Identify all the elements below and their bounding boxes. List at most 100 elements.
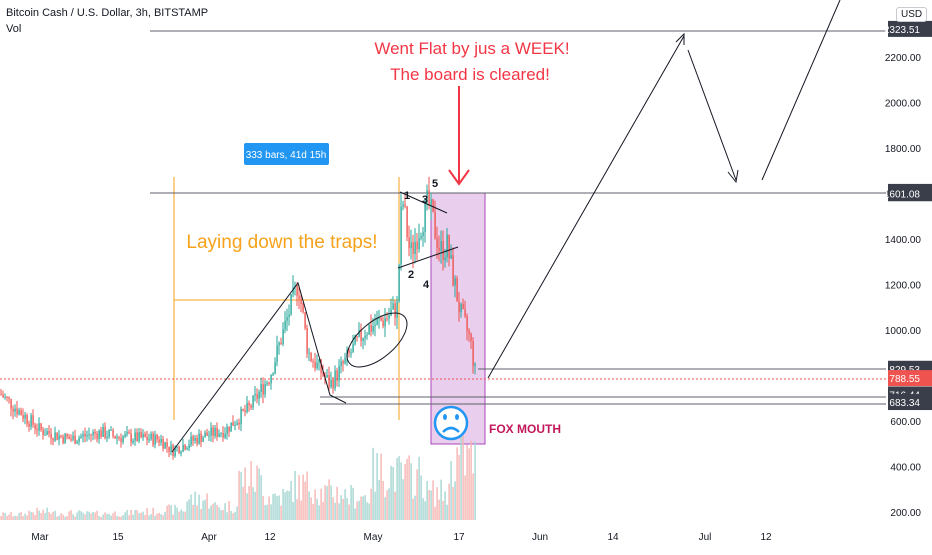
volume-bar [38,510,40,520]
candle-body [202,437,204,442]
candle-body [446,234,448,258]
candle-body [132,440,134,443]
time-tick-label: 14 [607,532,619,543]
volume-bar [82,512,84,520]
volume-bar [224,503,226,520]
candle-body [130,433,132,443]
candle-body [2,394,4,398]
volume-bar [30,511,32,520]
volume-bar [178,511,180,520]
volume-bar [58,515,60,520]
volume-bar [104,512,106,520]
volume-bar [256,465,258,520]
candle-body [84,434,86,437]
candle-body [240,408,242,425]
volume-bar [12,516,14,520]
candle-body [236,422,238,425]
candle-body [298,295,300,299]
volume-bar [428,490,430,520]
volume-bar [474,441,476,520]
price-axis-bg [886,0,932,550]
volume-bar [238,470,240,520]
candle-body [268,382,270,384]
symbol-title[interactable]: Bitcoin Cash / U.S. Dollar, 3h, BITSTAMP [6,7,209,19]
candle-body [28,423,30,427]
volume-bar [338,503,340,520]
volume-bar [302,474,304,520]
time-tick-label: 12 [760,532,772,543]
volume-bar [444,491,446,520]
volume-bar [406,458,408,520]
volume-bar [352,487,354,520]
candle-body [48,431,50,434]
candle-body [8,397,10,400]
price-tick-label: 600.00 [890,417,921,428]
volume-bar [192,504,194,520]
candle-body [244,410,246,412]
candle-body [290,294,292,315]
candle-body [264,384,266,395]
volume-bar [34,515,36,520]
volume-bar [442,500,444,520]
candle-body [292,287,294,295]
candle-body [96,433,98,440]
volume-bar [300,500,302,520]
volume-bar [434,506,436,520]
volume-bar [456,447,458,520]
candle-body [352,344,354,353]
price-label-1601-08: 1601.08 [884,185,932,202]
volume-bar [412,498,414,520]
candle-body [260,384,262,392]
fox-mouth-zone[interactable] [430,192,486,445]
currency-button[interactable]: USD [896,7,928,22]
volume-bar [122,515,124,520]
volume-bar [216,505,218,520]
candle-body [470,333,472,341]
candle-body [46,431,48,435]
candle-body [70,439,72,441]
candle-body [14,408,16,412]
candle-body [386,318,388,320]
volume-bar [26,515,28,520]
volume-bar [166,505,168,520]
volume-bar [262,495,264,520]
volume-bar [214,502,216,520]
candle-body [310,353,312,362]
volume-bar [4,512,6,520]
volume-bar [142,511,144,520]
candle-body [392,303,394,310]
projection-arrow-path [487,35,685,379]
bars-range-badge [244,143,329,165]
volume-bar [402,479,404,520]
candle-body [448,234,450,259]
volume-bar [60,513,62,520]
candle-body [304,312,306,328]
volume-bar [184,511,186,520]
candle-body [450,255,452,259]
volume-bar [208,508,210,520]
candle-body [230,422,232,432]
volume-bar [306,471,308,520]
candle-body [156,434,158,440]
candle-body [460,303,462,313]
candle-body [104,426,106,438]
volume-bar [314,489,316,520]
volume-bar [274,493,276,520]
price-tick-label: 2200.00 [885,53,922,64]
volume-bar [250,460,252,520]
candle-body [404,204,406,207]
candle-body [88,434,90,436]
candle-body [320,359,322,374]
sad-face-icon [433,405,469,441]
candle-body [136,432,138,441]
volume-bar [364,495,366,520]
candle-body [410,242,412,249]
candle-body [56,432,58,440]
candle-body [154,434,156,445]
candle-body [222,432,224,438]
candle-body [274,362,276,374]
volume-bar [450,461,452,520]
volume-bar [106,513,108,520]
